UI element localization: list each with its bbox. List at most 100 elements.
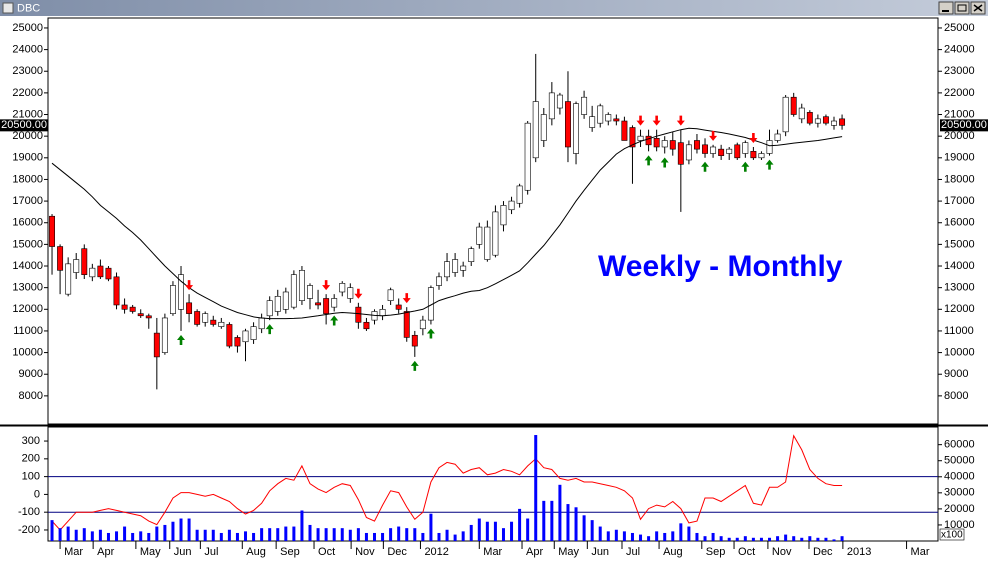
candle-body — [831, 120, 837, 126]
candle-body — [218, 321, 225, 327]
volume-bar — [98, 529, 102, 541]
candle-body — [411, 334, 418, 347]
y-tick-label: 8000 — [944, 390, 968, 402]
volume-bar — [622, 531, 626, 541]
volume-bar — [735, 537, 739, 541]
candle-body — [565, 101, 571, 148]
y-tick-label: 9000 — [944, 368, 968, 380]
oscillator-line — [51, 434, 843, 531]
x-tick-label: Nov — [355, 546, 375, 558]
volume-bar — [155, 526, 159, 541]
candle-body — [339, 283, 346, 293]
volume-bar — [195, 529, 199, 541]
volume-bar — [469, 524, 473, 541]
candle-body — [790, 96, 797, 115]
x-tick-label: Jun — [591, 546, 609, 558]
volume-bar — [663, 532, 667, 541]
y-tick-label: 18000 — [944, 173, 975, 185]
volume-bar — [244, 531, 248, 541]
volume-bar — [518, 508, 522, 541]
annotation: Weekly - Monthly — [598, 250, 843, 283]
candle-body — [613, 118, 620, 122]
candle-body — [242, 330, 249, 343]
x-tick-label: Sep — [280, 546, 300, 558]
candle-body — [331, 298, 338, 308]
volume-bar — [332, 528, 336, 541]
volume-bar — [614, 529, 618, 541]
volume-bar — [324, 528, 328, 541]
candle-body — [548, 92, 555, 120]
y-tick-label: 14000 — [944, 260, 975, 272]
y-tick-label: 20000 — [12, 130, 43, 142]
volume-bar — [647, 536, 651, 541]
candle-body — [226, 324, 233, 347]
candle-body — [121, 304, 128, 310]
sell-signal — [709, 130, 718, 141]
volume-bar — [227, 529, 231, 541]
candle-body — [468, 248, 475, 262]
volume-bar — [695, 532, 699, 541]
candle-body — [153, 332, 160, 358]
x-tick-label: Aug — [663, 546, 683, 558]
minimize-button[interactable] — [938, 1, 954, 15]
close-icon — [973, 4, 983, 12]
candle-body — [315, 302, 322, 306]
window-buttons[interactable] — [938, 1, 986, 15]
volume-bar — [163, 524, 167, 541]
candle-body — [355, 306, 362, 323]
y-tick-label: 19000 — [12, 152, 43, 164]
candle-body — [516, 185, 523, 204]
volume-bar — [816, 537, 820, 541]
candle-body — [629, 127, 636, 148]
candle-body — [532, 101, 539, 159]
sell-signal — [652, 115, 661, 126]
candle-body — [798, 107, 805, 120]
volume-bar — [751, 537, 755, 541]
maximize-button[interactable] — [954, 1, 970, 15]
candle-body — [677, 142, 684, 165]
y-tick-label: 9000 — [19, 368, 43, 380]
volume-bar — [477, 518, 481, 541]
candle-body — [581, 96, 588, 115]
sell-signal — [185, 280, 194, 291]
y-tick-label: 11000 — [944, 325, 974, 337]
last-price-label: 20500.00 — [1, 119, 47, 131]
candle-body — [379, 308, 386, 317]
x-tick-label: Mar — [483, 546, 502, 558]
candle-body — [81, 248, 88, 275]
volume-bar — [131, 532, 135, 541]
candle-body — [97, 265, 104, 278]
volume-bar — [421, 532, 425, 541]
y-tick-label: 23000 — [12, 65, 43, 77]
y-tick-label: -100 — [18, 506, 40, 518]
y-tick-label: 15000 — [12, 238, 43, 250]
y-tick-label: 16000 — [12, 217, 43, 229]
x-tick-label: Jun — [174, 546, 192, 558]
y-tick-label: 24000 — [12, 44, 43, 56]
candle-body — [210, 319, 217, 325]
volume-bar — [743, 536, 747, 541]
volume-bar — [776, 536, 780, 541]
volume-bar — [381, 532, 385, 541]
volume-bar — [759, 537, 763, 541]
y-tick-label: 21000 — [944, 108, 975, 120]
volume-bar — [526, 518, 530, 541]
volume-bar — [550, 500, 554, 541]
candle-body — [266, 300, 273, 317]
candle-body — [839, 118, 846, 126]
volume-bar — [727, 537, 731, 541]
candles — [49, 53, 846, 390]
candle-body — [822, 116, 829, 124]
y-tick-label: 12000 — [12, 303, 43, 315]
candle-body — [452, 259, 459, 273]
candle-body — [323, 298, 330, 314]
y2-tick-label: 60000 — [944, 439, 975, 451]
volume-bar — [461, 531, 465, 541]
candle-body — [403, 311, 410, 338]
last-price-box — [0, 119, 48, 132]
candle-body — [766, 140, 773, 154]
volume-bar — [768, 537, 772, 541]
candle-body — [540, 114, 547, 141]
candle-body — [661, 140, 668, 148]
candle-body — [589, 116, 596, 128]
